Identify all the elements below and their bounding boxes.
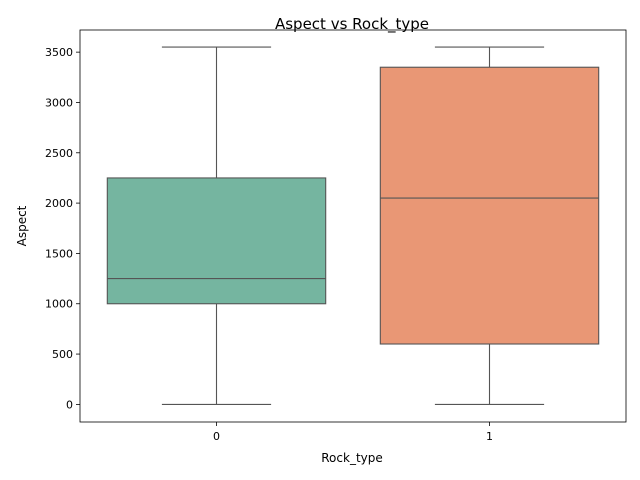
boxes-layer xyxy=(106,46,600,405)
y-tick-label: 500 xyxy=(52,348,73,361)
y-tick-label: 0 xyxy=(66,398,73,411)
chart-title: Aspect vs Rock_type xyxy=(275,15,429,34)
y-tick-label: 3500 xyxy=(45,46,73,59)
y-tick-label: 1000 xyxy=(45,298,73,311)
y-axis-label: Aspect xyxy=(15,205,29,246)
y-tick-label: 2000 xyxy=(45,197,73,210)
x-axis-label: Rock_type xyxy=(321,451,383,465)
box-1 xyxy=(379,46,600,405)
plot-frame xyxy=(79,29,627,423)
y-tick-label: 3000 xyxy=(45,96,73,109)
iqr-box xyxy=(106,177,327,305)
iqr-box xyxy=(379,66,600,345)
y-tick-label: 1500 xyxy=(45,247,73,260)
x-tick-label: 0 xyxy=(213,430,220,443)
y-tick-label: 2500 xyxy=(45,147,73,160)
box-0 xyxy=(106,46,327,405)
x-tick-label: 1 xyxy=(486,430,493,443)
y-axis: 0 500 1000 1500 2000 2500 3000 3500 xyxy=(45,46,80,411)
